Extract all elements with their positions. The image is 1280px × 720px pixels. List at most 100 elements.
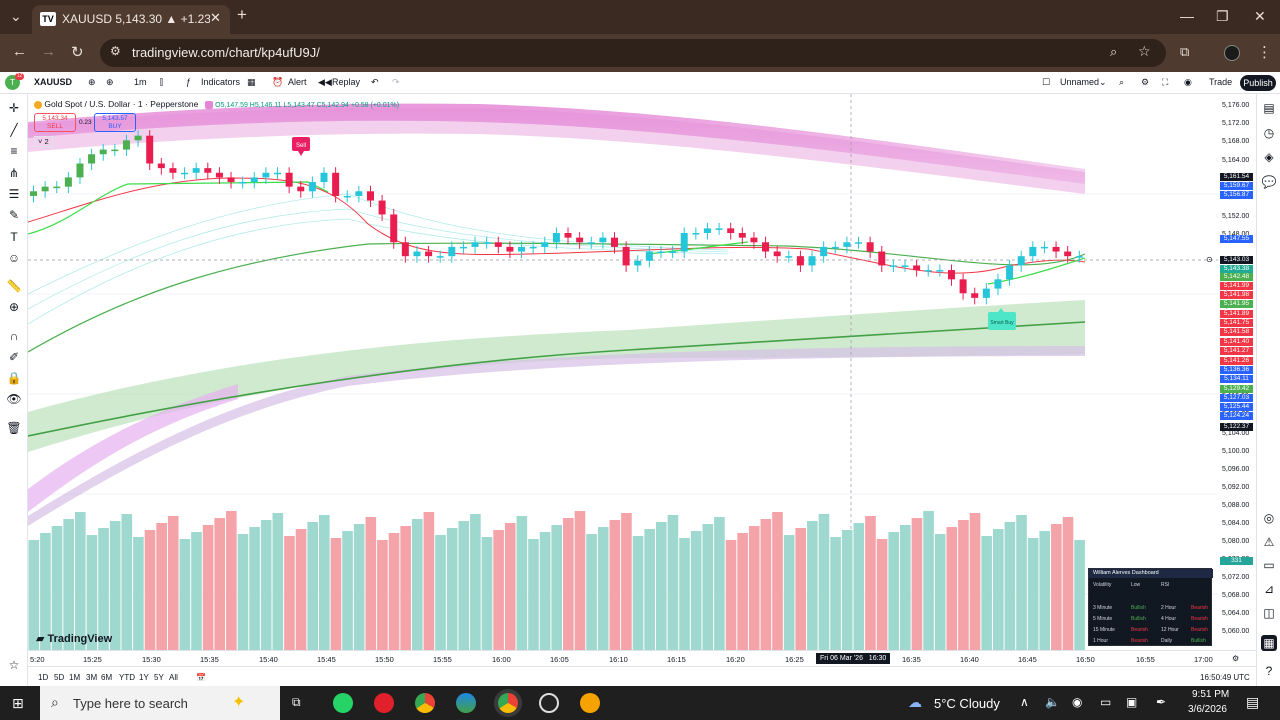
new-tab-icon[interactable]: + bbox=[237, 5, 247, 24]
speaker-icon[interactable]: 🔈 bbox=[1045, 695, 1060, 709]
horizontal-lines-icon[interactable]: ≡ bbox=[10, 144, 18, 158]
symbol-search[interactable]: XAUUSD bbox=[34, 77, 73, 87]
site-info-icon[interactable]: ⚙ bbox=[110, 44, 121, 58]
crosshair-icon[interactable]: ✛ bbox=[8, 101, 20, 115]
browser-tab[interactable]: TV XAUUSD 5,143.30 ▲ +1.23% Ur ✕ bbox=[32, 5, 230, 34]
add-symbol-icon[interactable]: ⊕ bbox=[106, 77, 114, 87]
bookmark-star-icon[interactable]: ☆ bbox=[1138, 43, 1151, 59]
trend-line-icon[interactable]: ╱ bbox=[10, 123, 18, 137]
alert-button[interactable]: Alert bbox=[288, 77, 307, 87]
undo-icon[interactable]: ↶ bbox=[371, 77, 379, 87]
price-scale-settings-icon[interactable]: ⊙ bbox=[1206, 255, 1213, 264]
candle-type-icon[interactable]: ⫿ bbox=[160, 77, 163, 87]
fib-retracement-icon[interactable]: ☰ bbox=[8, 187, 20, 201]
layout-checkbox-icon[interactable]: ☐ bbox=[1042, 77, 1051, 87]
whatsapp-icon[interactable] bbox=[333, 693, 353, 713]
time-axis[interactable]: 5:20 15:25 15:30 15:35 15:40 15:45 15:50 15:55 1… bbox=[28, 650, 1256, 666]
minimize-window-icon[interactable]: — bbox=[1180, 8, 1194, 24]
tray-overflow-icon[interactable]: ∧ bbox=[1020, 695, 1029, 709]
snapshot-camera-icon[interactable]: ◉ bbox=[1184, 77, 1192, 87]
chrome-active-icon[interactable] bbox=[498, 693, 518, 713]
favorites-star-icon[interactable]: ☆ bbox=[8, 658, 20, 672]
range-button-3m[interactable]: 3M bbox=[86, 673, 98, 682]
timezone-settings-icon[interactable]: ⚙ bbox=[1232, 654, 1240, 663]
edge-tray-icon[interactable]: ◉ bbox=[1072, 695, 1083, 709]
price-chart[interactable]: Sell Smart Buy bbox=[28, 94, 1218, 650]
stay-in-drawing-icon[interactable]: ✐ bbox=[8, 350, 20, 364]
range-button-all[interactable]: All bbox=[169, 673, 178, 682]
pen-icon[interactable]: ✒ bbox=[1156, 695, 1167, 709]
sell-button[interactable]: 5,143.34 SELL bbox=[34, 113, 76, 132]
indicator-collapse-toggle[interactable]: ˅ 2 bbox=[34, 136, 53, 147]
target-icon[interactable]: ◎ bbox=[1263, 511, 1275, 525]
ruler-icon[interactable]: 📏 bbox=[6, 279, 22, 293]
trade-button[interactable]: Trade bbox=[1209, 77, 1233, 87]
range-button-5d[interactable]: 5D bbox=[54, 673, 65, 682]
replay-icon[interactable]: ◀◀ bbox=[318, 77, 332, 87]
lock-icon[interactable]: 🔒 bbox=[6, 371, 22, 385]
trash-icon[interactable]: 🗑 bbox=[6, 421, 22, 435]
back-icon[interactable]: ← bbox=[12, 43, 27, 60]
range-button-6m[interactable]: 6M bbox=[101, 673, 113, 682]
taskbar-date[interactable]: 3/6/2026 bbox=[1188, 704, 1227, 715]
alert-icon[interactable]: ⏰ bbox=[272, 77, 284, 87]
range-button-1y[interactable]: 1Y bbox=[139, 673, 149, 682]
compare-symbol-icon[interactable]: ⊕ bbox=[88, 77, 96, 87]
help-icon[interactable]: ? bbox=[1265, 664, 1273, 678]
legend-title[interactable]: Gold Spot / U.S. Dollar · 1 · Pepperston… bbox=[44, 99, 199, 109]
maximize-window-icon[interactable]: ❐ bbox=[1216, 8, 1229, 24]
reload-icon[interactable]: ↻ bbox=[71, 44, 84, 61]
quick-search-icon[interactable]: ⌕ bbox=[1119, 77, 1125, 87]
price-axis[interactable]: 5,176.005,172.005,168.005,164.005,156.00… bbox=[1218, 94, 1256, 650]
publish-button[interactable]: Publish bbox=[1240, 75, 1276, 91]
redo-icon[interactable]: ↷ bbox=[392, 77, 400, 87]
display-icon[interactable]: ▭ bbox=[1100, 695, 1112, 709]
range-button-5y[interactable]: 5Y bbox=[154, 673, 164, 682]
range-button-1m[interactable]: 1M bbox=[69, 673, 81, 682]
text-tool-icon[interactable]: T bbox=[10, 230, 18, 244]
settings-gear-icon[interactable]: ⚙ bbox=[1141, 77, 1150, 87]
url-text[interactable]: tradingview.com/chart/kp4ufU9J/ bbox=[132, 45, 320, 60]
emoji-icon[interactable]: ☺ bbox=[7, 251, 21, 265]
range-button-ytd[interactable]: YTD bbox=[119, 673, 135, 682]
ideas-icon[interactable]: ⚠ bbox=[1263, 535, 1275, 549]
watchlist-icon[interactable]: ▤ bbox=[1263, 101, 1275, 115]
buy-button[interactable]: 5,143.57 BUY bbox=[94, 113, 136, 132]
notifications-icon[interactable]: ◫ bbox=[1263, 606, 1275, 620]
alerts-clock-icon[interactable]: ◷ bbox=[1263, 126, 1275, 140]
goto-date-icon[interactable]: 📅 bbox=[196, 673, 206, 682]
zoom-search-icon[interactable]: ⌕ bbox=[1110, 44, 1118, 59]
zoom-in-icon[interactable]: ⊕ bbox=[8, 300, 20, 314]
windows-start-icon[interactable]: ⊞ bbox=[12, 695, 24, 711]
close-tab-icon[interactable]: ✕ bbox=[210, 10, 221, 25]
pitchfork-icon[interactable]: ⋔ bbox=[8, 166, 20, 180]
chrome-icon[interactable] bbox=[415, 693, 435, 713]
calendar-icon[interactable]: ▭ bbox=[1263, 558, 1275, 572]
browser-app-icon[interactable] bbox=[580, 693, 600, 713]
brush-icon[interactable]: ✎ bbox=[8, 208, 20, 222]
hide-drawings-icon[interactable]: 👁 bbox=[6, 392, 22, 406]
browser-menu-icon[interactable]: ⋮ bbox=[1257, 44, 1272, 61]
profile-avatar[interactable] bbox=[1224, 45, 1240, 61]
weather-text[interactable]: 5°C Cloudy bbox=[934, 696, 1000, 711]
utc-clock[interactable]: 16:50:49 UTC bbox=[1200, 673, 1250, 682]
notification-center-icon[interactable]: ▤ bbox=[1246, 694, 1260, 710]
layout-dropdown-icon[interactable]: ⌄ bbox=[1099, 77, 1107, 87]
chat-icon[interactable]: 💬 bbox=[1261, 175, 1277, 189]
extensions-icon[interactable]: ⧉ bbox=[1180, 44, 1190, 59]
taskbar-search-box[interactable]: ⌕ Type here to search ✦ bbox=[40, 686, 280, 720]
edge-icon[interactable] bbox=[456, 693, 476, 713]
network-icon[interactable]: ▣ bbox=[1126, 695, 1138, 709]
taskbar-time[interactable]: 9:51 PM bbox=[1192, 689, 1230, 700]
range-button-1d[interactable]: 1D bbox=[38, 673, 49, 682]
templates-icon[interactable]: ▦ bbox=[247, 77, 256, 87]
close-window-icon[interactable]: ✕ bbox=[1254, 8, 1266, 24]
interval-selector[interactable]: 1m bbox=[134, 77, 147, 87]
magnet-icon[interactable]: ∩ bbox=[9, 329, 19, 343]
pine-editor-icon[interactable]: ⊿ bbox=[1263, 582, 1275, 596]
fullscreen-icon[interactable]: ⛶ bbox=[1162, 77, 1169, 87]
forward-icon[interactable]: → bbox=[41, 43, 56, 60]
indicators-button[interactable]: Indicators bbox=[201, 77, 241, 87]
task-view-icon[interactable]: ⧉ bbox=[292, 695, 301, 709]
object-tree-icon[interactable]: ◈ bbox=[1264, 150, 1274, 164]
